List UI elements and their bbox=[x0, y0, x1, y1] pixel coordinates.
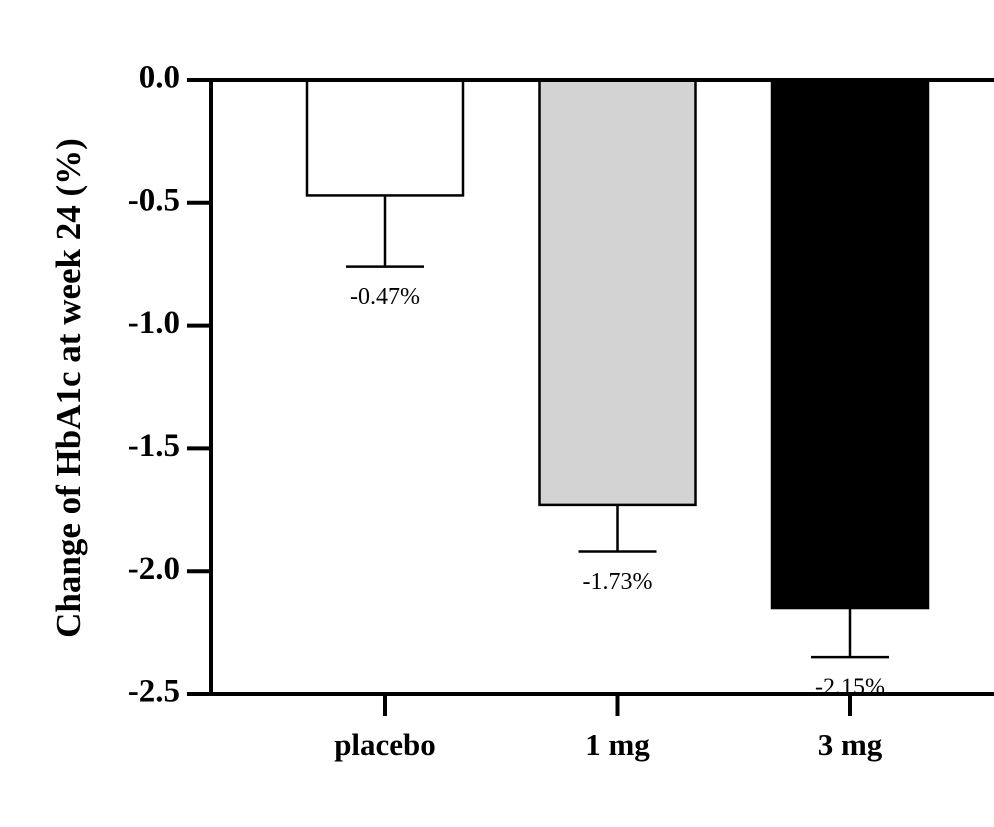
x-tick-label: 3 mg bbox=[818, 727, 883, 762]
value-label: -0.47% bbox=[350, 284, 420, 310]
y-tick-label: -0.5 bbox=[128, 182, 180, 218]
y-tick-label: -1.5 bbox=[128, 428, 180, 464]
y-tick-label: -2.5 bbox=[128, 674, 180, 710]
x-tick-label: placebo bbox=[334, 727, 436, 762]
bar bbox=[538, 78, 697, 507]
value-label: -2.15% bbox=[815, 675, 885, 701]
bar bbox=[770, 78, 930, 610]
x-tick-label: 1 mg bbox=[585, 727, 650, 762]
y-tick-label: 0.0 bbox=[139, 60, 180, 96]
y-tick-label: -1.0 bbox=[128, 305, 180, 341]
y-tick-label: -2.0 bbox=[128, 551, 180, 587]
bar bbox=[305, 78, 465, 197]
value-label: -1.73% bbox=[583, 569, 653, 595]
y-axis-label: Change of HbA1c at week 24 (%) bbox=[49, 138, 88, 638]
